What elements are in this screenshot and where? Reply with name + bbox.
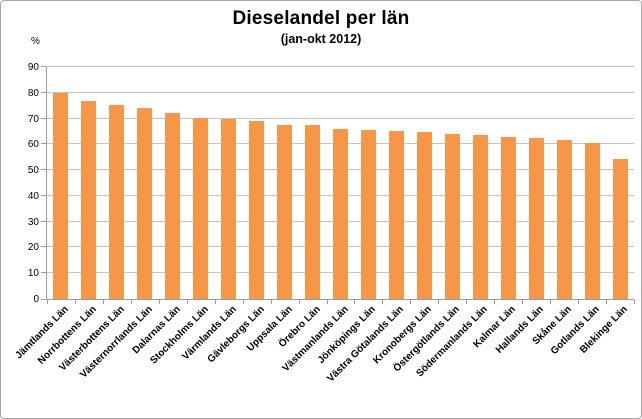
bar-Västmanlands Län <box>333 128 348 299</box>
gridline-80 <box>47 91 634 93</box>
x-tick-14 <box>438 300 439 304</box>
y-tick-40 <box>41 194 46 196</box>
y-tick-30 <box>41 220 46 222</box>
bar-Hallands Län <box>528 137 544 299</box>
gridline-90 <box>47 66 634 67</box>
x-tick-2 <box>103 300 104 304</box>
x-tick-6 <box>215 300 216 304</box>
x-tick-5 <box>187 300 188 304</box>
chart-subtitle: (jan-okt 2012) <box>280 32 362 46</box>
x-tick-13 <box>410 300 411 304</box>
bar-Dalarnas Län <box>165 112 181 299</box>
x-tick-12 <box>382 300 383 304</box>
bar-Stockholms Län <box>193 117 209 299</box>
bar-Gotlands Län <box>584 143 600 299</box>
bar-Västerbottens Län <box>109 105 125 299</box>
bar-Jönköpings Län <box>360 129 376 299</box>
y-tick-70 <box>41 117 46 119</box>
y-tick-50 <box>41 169 46 171</box>
x-tick-20 <box>606 300 607 304</box>
y-axis-tick-label-70: 70 <box>27 113 39 125</box>
y-tick-0 <box>41 299 46 300</box>
y-axis-tick-label-90: 90 <box>27 62 39 73</box>
bar-Kalmar Län <box>500 136 516 299</box>
bar-Södermanlands Län <box>472 135 488 299</box>
y-axis-tick-label-60: 60 <box>27 139 39 151</box>
y-tick-20 <box>41 246 46 248</box>
y-axis-tick-label-30: 30 <box>27 216 39 228</box>
bar-Västernorrlands Län <box>137 108 153 299</box>
y-tick-90 <box>41 66 46 67</box>
y-axis-tick-label-80: 80 <box>27 87 39 99</box>
y-axis-unit-label: % <box>31 36 40 47</box>
gridline-70 <box>47 117 634 119</box>
x-tick-8 <box>271 300 272 304</box>
y-axis-tick-label-20: 20 <box>27 242 39 254</box>
bar-Östergötlands Län <box>444 133 460 299</box>
x-tick-3 <box>131 300 132 304</box>
plot-area <box>41 66 635 304</box>
x-tick-16 <box>494 300 495 304</box>
x-tick-0 <box>47 300 48 304</box>
x-tick-18 <box>550 300 551 304</box>
x-tick-1 <box>75 300 76 304</box>
bar-Uppsala Län <box>277 124 293 299</box>
bar-Jämtlands Län <box>53 92 69 299</box>
y-axis-tick-label-50: 50 <box>27 165 39 177</box>
x-tick-19 <box>578 300 579 304</box>
chart-title: Dieselandel per län <box>232 8 410 29</box>
x-tick-7 <box>243 300 244 304</box>
bar-Skåne Län <box>556 140 572 299</box>
bar-Värmlands Län <box>221 118 237 299</box>
x-tick-4 <box>159 300 160 304</box>
bar-Västra Götalands Län <box>388 131 404 299</box>
bar-Kronobergs Län <box>416 131 432 299</box>
x-tick-15 <box>466 300 467 304</box>
x-tick-21 <box>634 300 635 304</box>
y-tick-60 <box>41 143 46 145</box>
y-tick-10 <box>41 272 46 274</box>
x-tick-9 <box>299 300 300 304</box>
y-tick-80 <box>41 91 46 93</box>
x-tick-11 <box>354 300 355 304</box>
y-axis-tick-label-0: 0 <box>33 294 39 305</box>
bar-Blekinge Län <box>612 158 628 299</box>
bar-Gävleborgs Län <box>249 120 265 299</box>
x-tick-10 <box>327 300 328 304</box>
y-axis-tick-label-10: 10 <box>27 268 39 280</box>
bar-Örebro Län <box>305 125 321 299</box>
x-tick-17 <box>522 300 523 304</box>
y-axis-tick-label-40: 40 <box>27 190 39 202</box>
bar-Norrbottens Län <box>81 100 97 299</box>
